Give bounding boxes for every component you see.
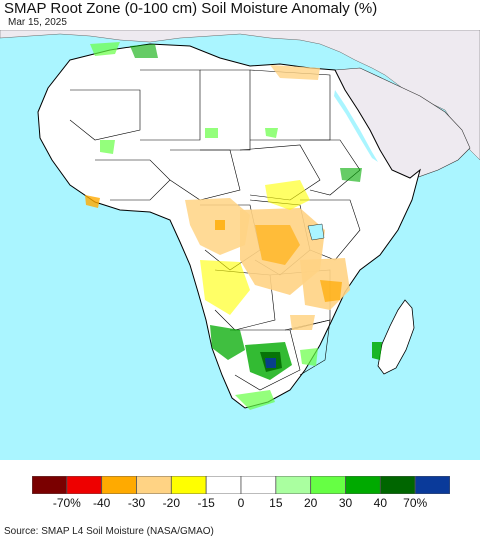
map-title: SMAP Root Zone (0-100 cm) Soil Moisture … [4,0,378,17]
legend-tick-label: 40 [373,496,388,510]
red-sea [334,90,378,162]
legend-tick-label: -40 [92,496,111,510]
legend-tick-label: 30 [338,496,353,510]
legend-bin [101,476,137,494]
legend-tick-label: -20 [162,496,180,510]
legend-tick-label: 20 [303,496,318,510]
legend-tick-label: 0 [237,496,245,510]
legend-bin [136,476,172,494]
legend-tick-label: -15 [197,496,215,510]
legend-bin [275,476,312,494]
lake-victoria [307,223,325,241]
legend-tick-label: 70% [403,496,428,510]
wet-anomaly-areas [90,42,382,410]
legend-bin [310,476,346,494]
legend-tick-label: -30 [127,496,146,510]
source-note: Source: SMAP L4 Soil Moisture (NASA/GMAO… [4,526,214,537]
legend-tick-label: -70% [52,496,81,510]
legend-colorbar [32,476,450,494]
soil-moisture-map [0,30,480,460]
legend-bin [379,476,416,494]
legend-bin [205,476,242,494]
dry-anomaly-areas [85,65,350,330]
legend-bin [66,476,103,494]
legend-bin [170,476,207,494]
legend-labels: -70% -40 -30 -20 -15 0 15 20 30 40 70% [0,496,480,512]
madagascar-land [377,299,415,375]
legend-bin [32,476,68,494]
legend-bin [345,476,381,494]
map-date: Mar 15, 2025 [8,17,67,28]
legend-bin [240,476,277,494]
legend-tick-label: 15 [269,496,283,510]
legend-bin [414,476,450,494]
